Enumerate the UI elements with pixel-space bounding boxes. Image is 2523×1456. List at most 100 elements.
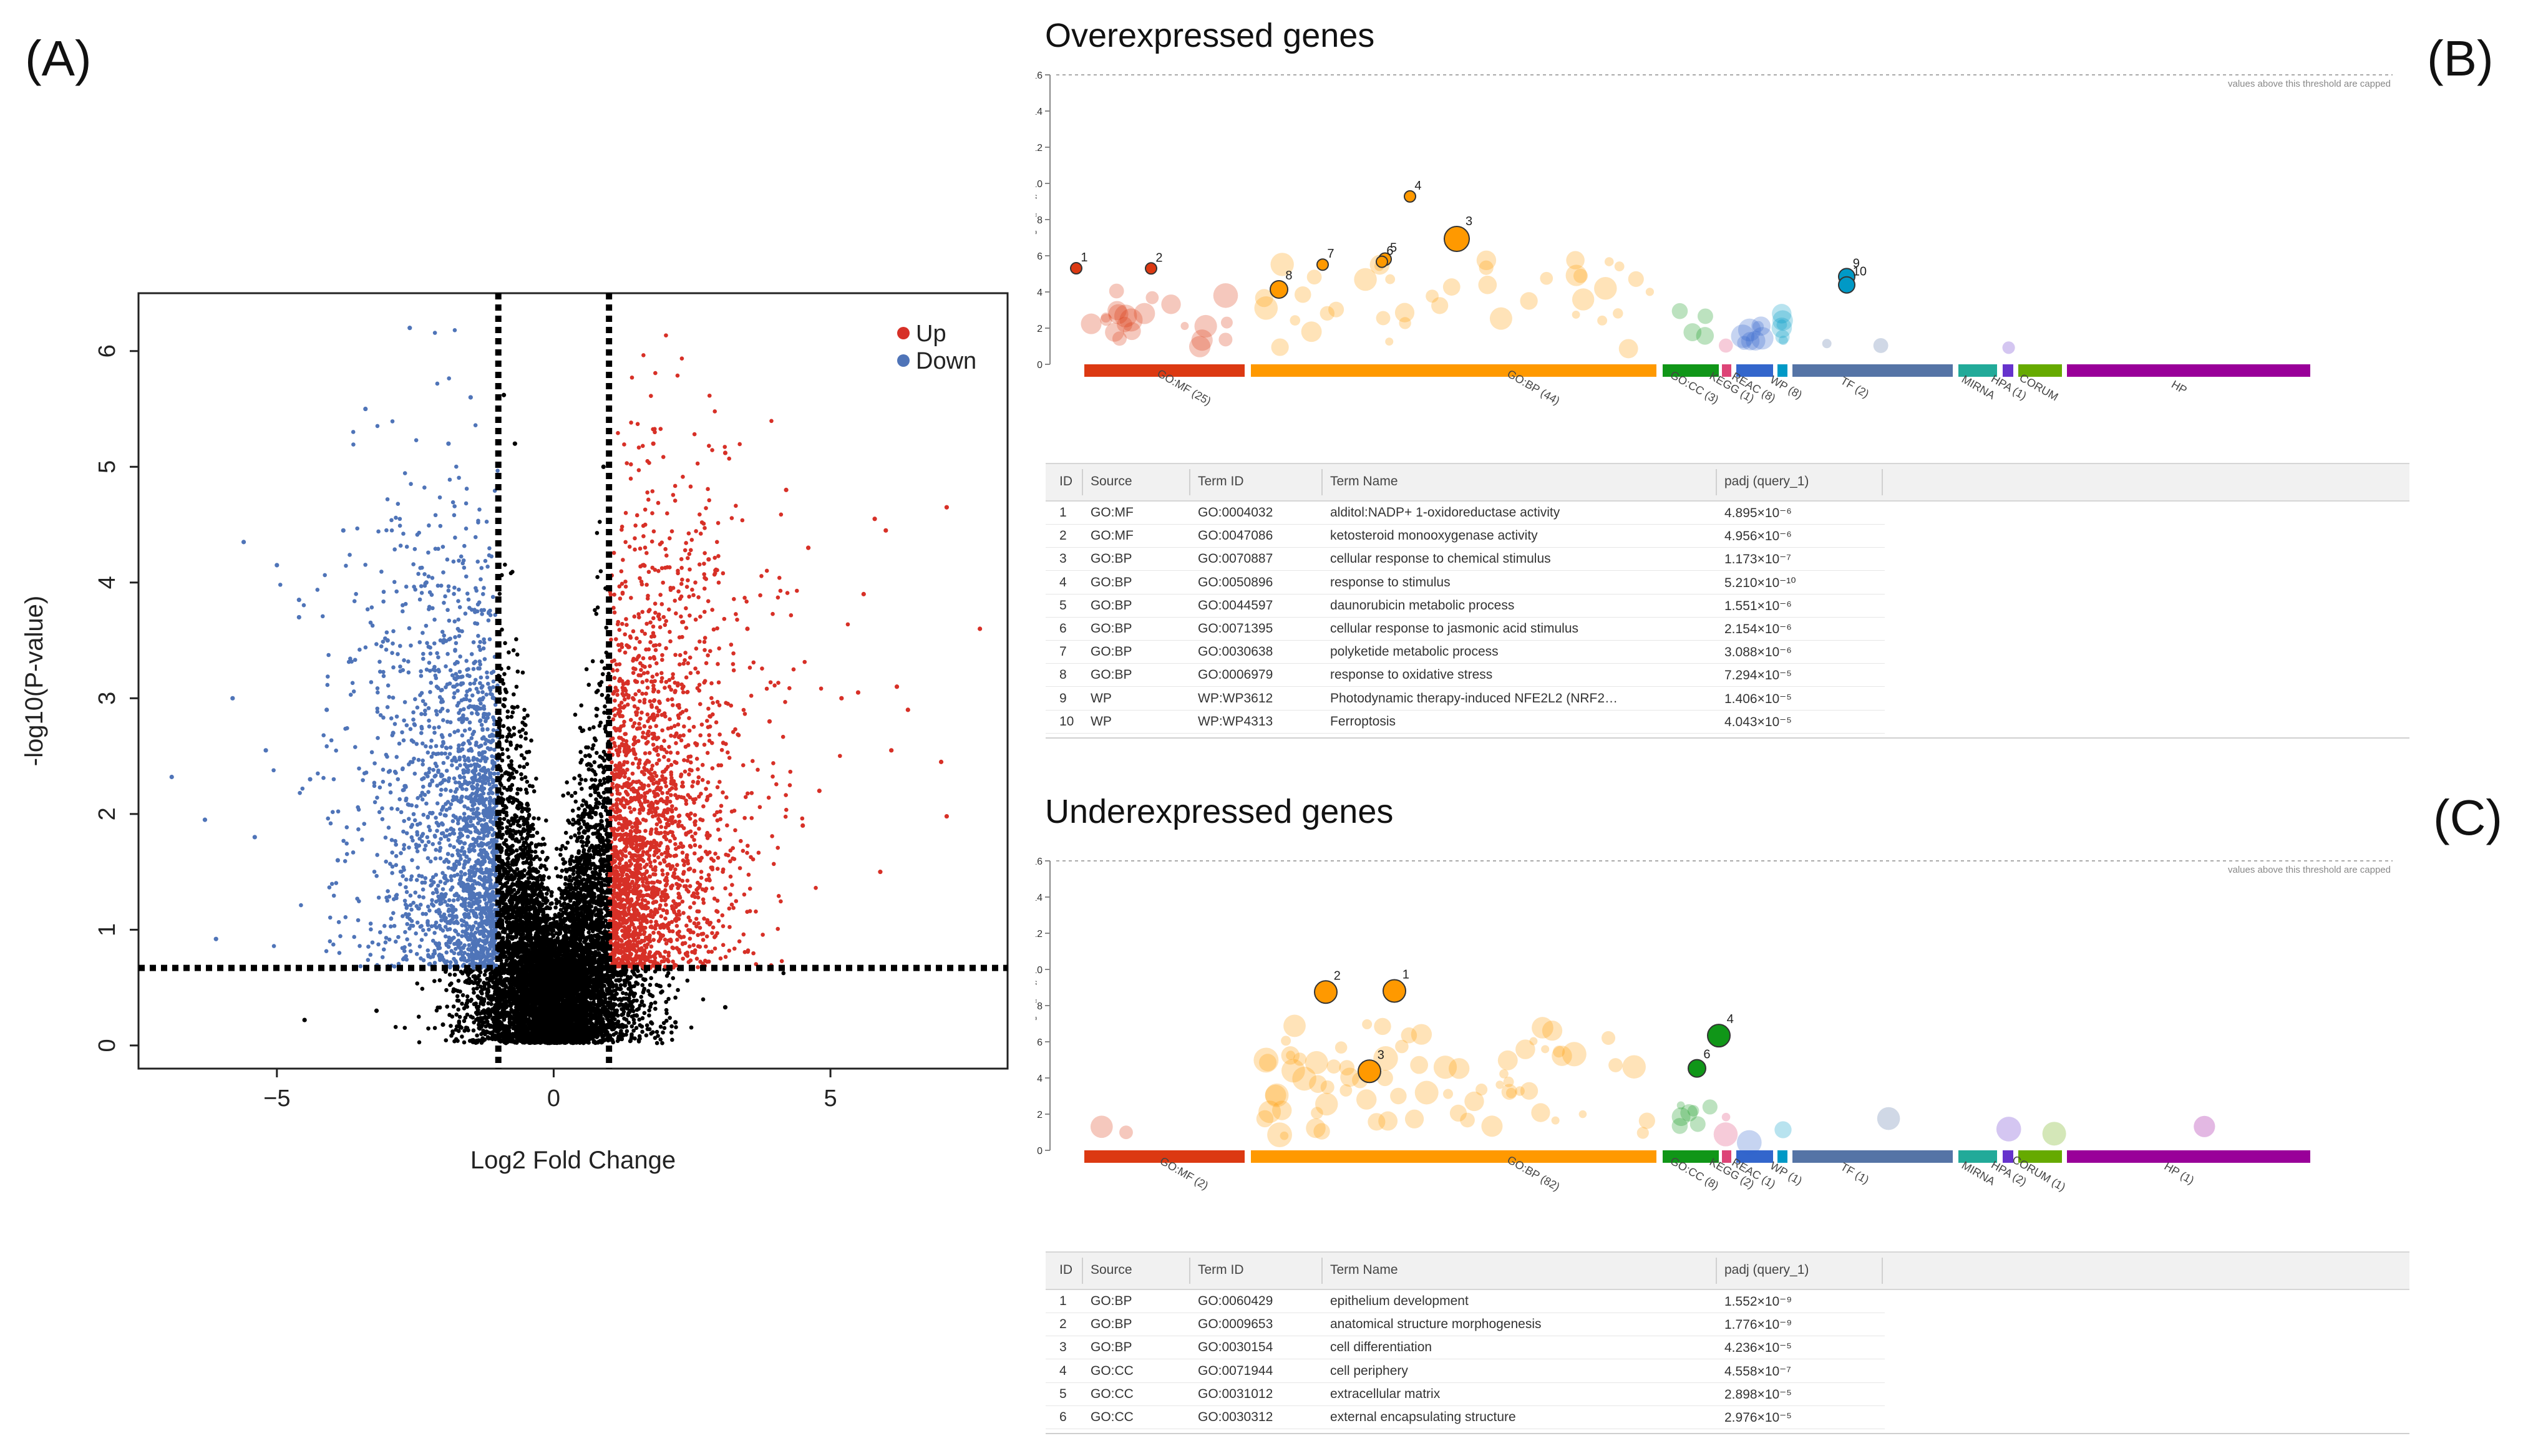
volcano-point <box>427 661 432 665</box>
volcano-point <box>663 565 668 570</box>
volcano-point <box>475 807 480 811</box>
volcano-point <box>664 784 669 789</box>
volcano-point <box>434 815 438 820</box>
volcano-point <box>663 546 668 551</box>
volcano-point <box>479 577 483 581</box>
volcano-point <box>429 924 434 929</box>
volcano-point <box>630 1004 634 1009</box>
volcano-point <box>464 1026 469 1030</box>
volcano-point <box>673 483 678 488</box>
volcano-point <box>445 608 450 613</box>
volcano-point <box>384 528 389 533</box>
volcano-point <box>457 780 462 785</box>
volcano-point <box>439 792 443 797</box>
volcano-point <box>568 859 572 864</box>
volcano-point <box>623 580 628 584</box>
volcano-point <box>603 704 607 709</box>
volcano-point <box>583 754 588 759</box>
volcano-point <box>606 693 611 698</box>
volcano-point <box>522 716 527 721</box>
volcano-point <box>580 803 585 808</box>
volcano-point <box>666 607 671 612</box>
volcano-point <box>450 819 455 823</box>
volcano-point <box>781 971 786 976</box>
volcano-point <box>476 633 480 638</box>
volcano-point <box>482 997 487 1002</box>
volcano-point <box>613 637 618 641</box>
volcano-point <box>580 844 585 848</box>
volcano-point <box>639 582 644 587</box>
volcano-point <box>653 371 658 376</box>
volcano-point <box>598 893 603 898</box>
volcano-point <box>632 704 637 709</box>
volcano-point <box>510 710 515 715</box>
volcano-point <box>664 1011 669 1016</box>
volcano-point <box>600 672 605 676</box>
volcano-point <box>515 791 520 796</box>
volcano-point <box>509 714 514 719</box>
volcano-point <box>491 728 496 732</box>
volcano-point <box>420 741 425 746</box>
volcano-point <box>706 653 710 658</box>
volcano-point <box>623 585 628 589</box>
volcano-point <box>380 806 384 811</box>
volcano-point <box>673 995 678 1000</box>
volcano-point <box>550 890 554 895</box>
volcano-point <box>490 595 495 599</box>
volcano-point <box>501 724 506 729</box>
volcano-point <box>621 558 625 562</box>
volcano-point <box>475 1033 479 1038</box>
volcano-point <box>483 558 488 563</box>
volcano-point <box>508 571 513 576</box>
volcano-point <box>578 750 583 754</box>
volcano-point <box>506 755 511 759</box>
volcano-point <box>547 875 552 880</box>
volcano-point <box>487 712 491 716</box>
volcano-point <box>475 986 479 991</box>
volcano-point <box>525 750 529 755</box>
volcano-point <box>659 566 664 571</box>
volcano-point <box>425 750 430 755</box>
volcano-point <box>590 777 594 782</box>
volcano-point <box>685 978 690 983</box>
volcano-point <box>449 1024 453 1028</box>
volcano-point <box>685 759 690 763</box>
volcano-point <box>641 534 646 538</box>
volcano-point <box>410 858 414 863</box>
volcano-point <box>593 608 597 613</box>
volcano-point <box>430 576 435 580</box>
volcano-point <box>633 991 638 996</box>
volcano-point <box>485 681 490 686</box>
volcano-point <box>598 569 603 574</box>
volcano-point <box>595 575 600 580</box>
volcano-point <box>452 973 457 977</box>
volcano-point <box>646 497 651 502</box>
volcano-point <box>484 1016 489 1021</box>
volcano-point <box>421 651 425 656</box>
volcano-point <box>422 485 427 490</box>
volcano-point <box>639 629 644 633</box>
volcano-point <box>542 842 547 847</box>
volcano-point <box>520 727 525 732</box>
volcano-point <box>496 771 500 776</box>
volcano-point <box>459 554 464 559</box>
volcano-point <box>445 1004 449 1009</box>
volcano-point <box>430 842 435 847</box>
volcano-point <box>688 884 693 888</box>
volcano-point <box>594 713 599 718</box>
volcano-point <box>638 639 642 644</box>
volcano-point <box>505 715 510 719</box>
volcano-point <box>443 751 447 756</box>
volcano-point <box>573 712 578 717</box>
volcano-point <box>437 978 442 983</box>
volcano-point <box>597 520 602 524</box>
volcano-point <box>639 994 644 999</box>
volcano-point <box>648 656 653 661</box>
volcano-point <box>467 727 472 732</box>
volcano-point <box>452 695 456 700</box>
volcano-point <box>543 818 548 823</box>
volcano-points <box>169 326 983 1046</box>
volcano-point <box>628 717 633 722</box>
volcano-point <box>538 857 542 861</box>
volcano-point <box>581 905 586 909</box>
